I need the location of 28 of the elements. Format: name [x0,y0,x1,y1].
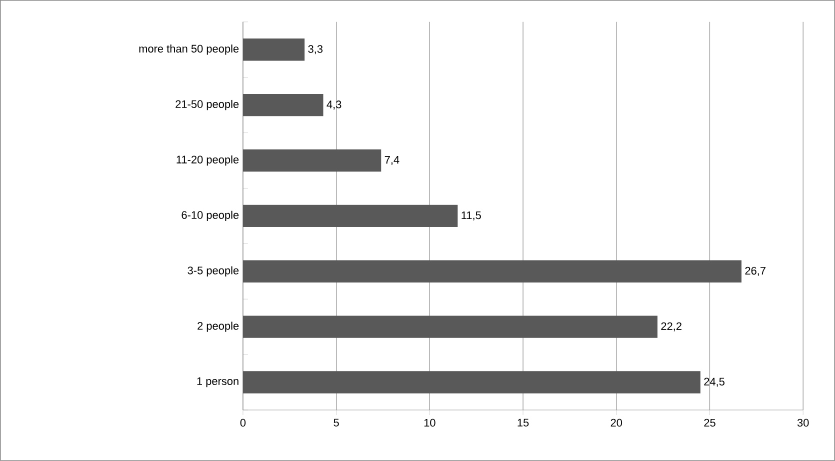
x-tick-label: 15 [518,418,529,427]
x-tick-label: 5 [334,418,339,427]
y-tick-label: more than 50 people [139,44,239,55]
y-tick-label: 21-50 people [176,100,239,110]
y-tick-label: 6-10 people [182,210,239,222]
bar [242,149,382,172]
y-tick-label: 1 person [197,377,238,388]
bar [242,316,658,338]
bar [242,204,458,228]
x-tick-label: 20 [610,418,622,427]
x-tick-label: 10 [424,418,436,427]
x-tick-label: 0 [240,418,246,427]
data-label: 11,5 [462,212,481,220]
data-label: 3,3 [308,45,323,54]
data-label: 26,7 [745,266,766,276]
bar [242,94,324,116]
y-tick-label: 2 people [198,322,239,332]
data-label: 24,5 [704,378,724,387]
x-tick-label: 25 [704,418,716,427]
data-label: 4,3 [326,100,342,110]
bar [242,260,742,283]
x-tick-label: 30 [797,418,809,427]
y-tick-label: 11-20 people [176,155,239,166]
bar [242,38,305,61]
bar [242,371,700,394]
y-tick-label: 3-5 people [188,266,239,277]
data-label: 22,2 [661,322,682,332]
data-label: 7,4 [384,156,400,166]
